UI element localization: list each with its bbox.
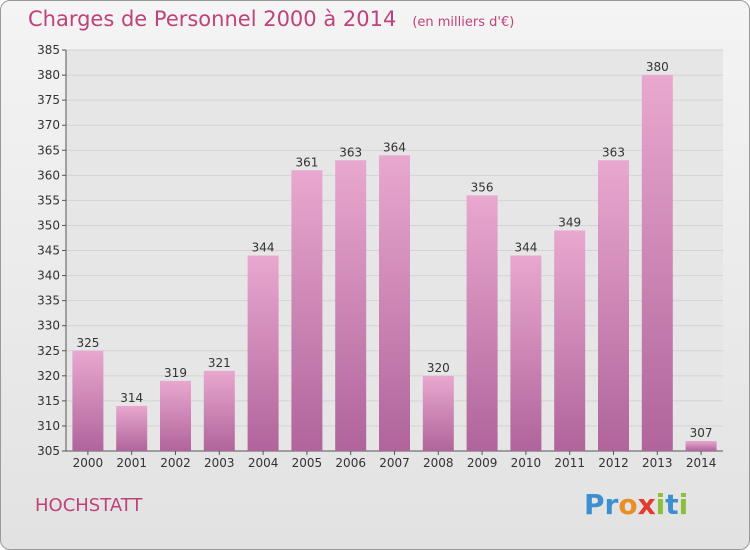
y-tick-label: 385 [37, 43, 60, 57]
bar [510, 255, 542, 451]
data-label: 364 [383, 140, 406, 154]
logo-letter: i [678, 488, 689, 521]
bar [291, 170, 323, 452]
bar [379, 155, 410, 451]
bar [422, 375, 454, 451]
y-tick-label: 305 [37, 444, 60, 458]
x-tick-label: 2003 [204, 456, 235, 470]
data-label: 363 [339, 145, 362, 159]
proxiti-logo: Proxiti [584, 488, 688, 521]
x-tick-label: 2009 [467, 456, 498, 470]
chart-title: Charges de Personnel 2000 à 2014 [28, 7, 397, 31]
y-tick-label: 315 [37, 394, 60, 408]
data-label: 307 [690, 426, 713, 440]
y-tick-label: 310 [37, 419, 60, 433]
logo-letter: o [618, 488, 638, 521]
x-tick-label: 2006 [335, 456, 366, 470]
logo-letter: t [665, 488, 679, 521]
bar [72, 350, 104, 451]
bar [116, 405, 148, 451]
logo-letter: r [604, 488, 619, 521]
data-label: 380 [646, 60, 669, 74]
y-tick-label: 325 [37, 344, 60, 358]
y-tick-label: 380 [37, 68, 60, 82]
bar [466, 195, 498, 451]
y-tick-label: 350 [37, 218, 60, 232]
data-label: 361 [295, 155, 318, 169]
x-tick-label: 2001 [116, 456, 147, 470]
place-name: HOCHSTATT [35, 495, 143, 516]
logo-letter: x [637, 488, 656, 521]
data-label: 349 [558, 215, 581, 229]
y-tick-label: 320 [37, 369, 60, 383]
x-tick-label: 2000 [73, 456, 104, 470]
data-label: 320 [427, 361, 450, 375]
y-tick-label: 370 [37, 118, 60, 132]
x-tick-label: 2005 [292, 456, 323, 470]
x-tick-label: 2004 [248, 456, 279, 470]
data-label: 321 [208, 356, 231, 370]
bar [685, 440, 717, 451]
x-tick-label: 2002 [160, 456, 191, 470]
y-tick-label: 365 [37, 143, 60, 157]
title-line: Charges de Personnel 2000 à 2014 (en mill… [28, 7, 514, 31]
x-tick-label: 2012 [598, 456, 629, 470]
bar [598, 160, 629, 451]
bar [203, 370, 235, 451]
data-label: 314 [120, 391, 143, 405]
x-tick-label: 2007 [379, 456, 410, 470]
y-tick-label: 335 [37, 294, 60, 308]
y-tick-label: 330 [37, 319, 60, 333]
x-tick-label: 2011 [554, 456, 585, 470]
bar [247, 255, 279, 451]
chart-subtitle: (en milliers d'€) [412, 15, 515, 30]
bar [641, 75, 673, 451]
bar [160, 380, 191, 451]
logo-letter: i [655, 488, 666, 521]
bar [335, 160, 367, 451]
y-tick-label: 375 [37, 93, 60, 107]
y-tick-label: 340 [37, 269, 60, 283]
y-tick-label: 345 [37, 244, 60, 258]
x-tick-label: 2010 [511, 456, 542, 470]
data-label: 319 [164, 366, 187, 380]
data-label: 363 [602, 145, 625, 159]
logo-letter: P [584, 488, 605, 521]
y-tick-label: 360 [37, 168, 60, 182]
x-tick-label: 2014 [686, 456, 717, 470]
data-label: 344 [252, 241, 275, 255]
x-tick-label: 2013 [642, 456, 673, 470]
data-label: 344 [514, 241, 537, 255]
data-label: 325 [76, 336, 99, 350]
y-tick-label: 355 [37, 193, 60, 207]
bar [554, 230, 586, 451]
x-tick-label: 2008 [423, 456, 454, 470]
data-label: 356 [471, 180, 494, 194]
